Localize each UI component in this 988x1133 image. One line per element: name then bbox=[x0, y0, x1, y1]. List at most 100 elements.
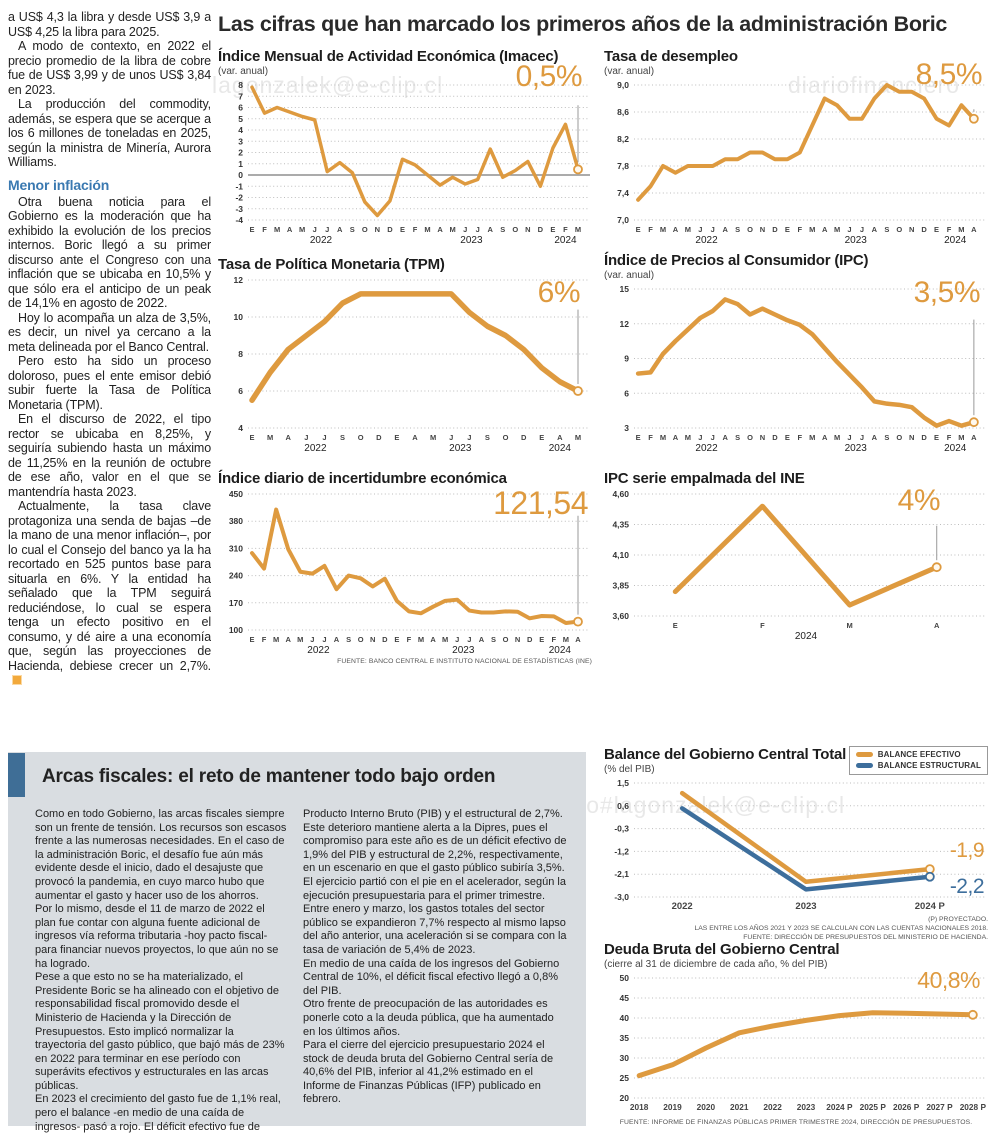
svg-text:A: A bbox=[722, 225, 728, 234]
svg-text:M: M bbox=[958, 225, 964, 234]
paragraph: a US$ 4,3 la libra y desde US$ 3,9 a US$… bbox=[8, 10, 211, 39]
paragraph: Producto Interno Bruto (PIB) y el estruc… bbox=[303, 808, 567, 875]
svg-text:M: M bbox=[430, 433, 436, 442]
svg-text:310: 310 bbox=[229, 543, 243, 553]
chart-plot-area: 15 12 9 6 3 E F M A M J J A S O N D E F M A M J J A S O N D E F M A 2022 2… bbox=[604, 283, 988, 454]
svg-text:A: A bbox=[557, 433, 563, 442]
fiscal-text-column-1: Como en todo Gobierno, las arcas fiscale… bbox=[35, 808, 287, 1133]
chart-title: Índice de Precios al Consumidor (IPC) bbox=[604, 252, 869, 269]
paragraph: La producción del commodity, además, se … bbox=[8, 97, 211, 169]
svg-text:E: E bbox=[636, 225, 641, 234]
svg-text:E: E bbox=[250, 433, 255, 442]
svg-text:M: M bbox=[424, 225, 430, 234]
svg-text:7: 7 bbox=[238, 91, 243, 101]
svg-text:J: J bbox=[313, 225, 317, 234]
svg-text:A: A bbox=[673, 433, 679, 442]
svg-text:O: O bbox=[512, 225, 518, 234]
svg-text:O: O bbox=[896, 433, 902, 442]
svg-text:A: A bbox=[286, 635, 292, 644]
svg-text:D: D bbox=[921, 225, 927, 234]
legend-item-estructural: BALANCE ESTRUCTURAL bbox=[855, 761, 981, 770]
svg-text:3: 3 bbox=[238, 136, 243, 146]
footnote: LAS ENTRE LOS AÑOS 2021 Y 2023 SE CALCUL… bbox=[694, 925, 988, 932]
svg-text:2026 P: 2026 P bbox=[893, 1102, 920, 1112]
svg-text:D: D bbox=[521, 433, 527, 442]
svg-text:N: N bbox=[525, 225, 530, 234]
svg-text:2021: 2021 bbox=[730, 1102, 749, 1112]
chart-desempleo: Tasa de desempleo (var. anual) 9,0 8,6 8,2… bbox=[604, 48, 988, 246]
chart-subtitle: (var. anual) bbox=[604, 270, 655, 281]
legend-label: BALANCE EFECTIVO bbox=[877, 750, 961, 759]
svg-text:E: E bbox=[934, 225, 939, 234]
svg-text:4: 4 bbox=[238, 125, 243, 135]
svg-text:12: 12 bbox=[234, 275, 244, 285]
svg-text:J: J bbox=[847, 225, 851, 234]
svg-text:A: A bbox=[479, 635, 485, 644]
svg-text:2024: 2024 bbox=[944, 235, 967, 246]
chart-title: Tasa de Política Monetaria (TPM) bbox=[218, 256, 445, 273]
svg-text:J: J bbox=[860, 433, 864, 442]
svg-text:6: 6 bbox=[238, 103, 243, 113]
source-note: FUENTE: BANCO CENTRAL E INSTITUTO NACION… bbox=[337, 658, 592, 665]
chart-subtitle: (cierre al 31 de diciembre de cada año, … bbox=[604, 959, 828, 970]
svg-text:A: A bbox=[673, 225, 679, 234]
chart-plot-area: 1,5 0,6 -0,3 -1,2 -2,1 -3,0 2022 2023 2024 P bbox=[604, 777, 988, 915]
svg-text:O: O bbox=[358, 635, 364, 644]
fiscal-text-column-2: Producto Interno Bruto (PIB) y el estruc… bbox=[303, 808, 569, 1107]
svg-text:F: F bbox=[262, 635, 267, 644]
svg-text:F: F bbox=[262, 225, 267, 234]
svg-text:2024: 2024 bbox=[549, 443, 572, 454]
svg-text:M: M bbox=[958, 433, 964, 442]
svg-text:S: S bbox=[491, 635, 496, 644]
page-title: Las cifras que han marcado los primeros … bbox=[218, 12, 948, 36]
chart-incertidumbre: Índice diario de incertidumbre económica… bbox=[218, 470, 592, 666]
svg-text:170: 170 bbox=[229, 598, 243, 608]
svg-text:F: F bbox=[760, 621, 765, 630]
svg-text:2024: 2024 bbox=[944, 443, 967, 454]
svg-text:N: N bbox=[760, 225, 765, 234]
svg-text:A: A bbox=[971, 433, 977, 442]
svg-text:2022: 2022 bbox=[672, 901, 693, 912]
svg-text:A: A bbox=[437, 225, 443, 234]
svg-text:J: J bbox=[711, 225, 715, 234]
svg-text:8,6: 8,6 bbox=[617, 107, 629, 117]
chart-subtitle: (% del PIB) bbox=[604, 764, 655, 775]
svg-text:4: 4 bbox=[238, 423, 243, 433]
footnote: FUENTE: DIRECCIÓN DE PRESUPUESTOS DEL MI… bbox=[743, 934, 988, 941]
svg-text:J: J bbox=[711, 433, 715, 442]
svg-text:F: F bbox=[563, 225, 568, 234]
left-article-column: a US$ 4,3 la libra y desde US$ 3,9 a US$… bbox=[8, 10, 211, 716]
svg-text:4,10: 4,10 bbox=[612, 550, 629, 560]
svg-text:O: O bbox=[503, 635, 509, 644]
chart-plot-area: 9,0 8,6 8,2 7,8 7,4 7,0 E F M A M J J A S O N D E F M A M J J A S O… bbox=[604, 79, 988, 246]
chart-canvas-desempleo: 9,08,68,27,87,47,0E F M A M J J A S O N D E F M A M J J A S O… bbox=[617, 80, 986, 246]
svg-text:N: N bbox=[515, 635, 520, 644]
svg-text:4,35: 4,35 bbox=[612, 520, 629, 530]
paragraph: Hoy lo acompaña un alza de 3,5%, es deci… bbox=[8, 310, 211, 354]
svg-text:E: E bbox=[400, 225, 405, 234]
chart-ipc-empalmada: IPC serie empalmada del INE 4,60 4,35 4,10… bbox=[604, 470, 988, 642]
svg-text:D: D bbox=[387, 225, 393, 234]
svg-text:D: D bbox=[772, 225, 778, 234]
accent-bar bbox=[8, 753, 25, 797]
svg-text:M: M bbox=[660, 225, 666, 234]
svg-text:J: J bbox=[325, 225, 329, 234]
svg-text:M: M bbox=[575, 225, 581, 234]
legend-swatch-estructural bbox=[855, 763, 873, 768]
svg-text:2023: 2023 bbox=[795, 901, 816, 912]
latest-value-label-estructural: -2,2 bbox=[949, 875, 985, 898]
svg-text:F: F bbox=[797, 225, 802, 234]
svg-text:0: 0 bbox=[238, 170, 243, 180]
svg-text:2022: 2022 bbox=[695, 235, 718, 246]
svg-text:M: M bbox=[274, 225, 280, 234]
svg-text:2022: 2022 bbox=[763, 1102, 782, 1112]
chart-tpm: Tasa de Política Monetaria (TPM) 12 10 8 6 4… bbox=[218, 256, 592, 454]
chart-plot-area: 12 10 8 6 4 E M A J J S O D E A M J J S O D E A M 2022 2023 2024 bbox=[218, 274, 592, 454]
svg-text:20: 20 bbox=[620, 1093, 630, 1103]
svg-text:2025 P: 2025 P bbox=[860, 1102, 887, 1112]
svg-text:50: 50 bbox=[620, 973, 630, 983]
chart-plot-area: 4,60 4,35 4,10 3,85 3,60 E F M A 2024 bbox=[604, 488, 988, 642]
chart-title: Índice diario de incertidumbre económica bbox=[218, 470, 507, 487]
fiscal-article-box: Arcas fiscales: el reto de mantener todo… bbox=[8, 752, 586, 1133]
svg-text:-0,3: -0,3 bbox=[614, 824, 629, 834]
